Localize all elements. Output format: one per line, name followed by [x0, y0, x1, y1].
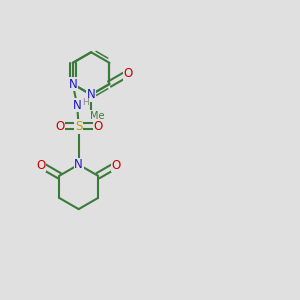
Text: N: N	[73, 99, 82, 112]
Text: O: O	[123, 67, 133, 80]
Text: H: H	[82, 98, 89, 107]
Text: N: N	[74, 158, 83, 171]
Text: O: O	[112, 159, 121, 172]
Text: N: N	[68, 77, 77, 91]
Text: O: O	[36, 159, 46, 172]
Text: O: O	[55, 120, 64, 133]
Text: N: N	[87, 88, 95, 101]
Text: S: S	[75, 120, 82, 133]
Text: Me: Me	[90, 111, 104, 121]
Text: O: O	[93, 120, 102, 133]
